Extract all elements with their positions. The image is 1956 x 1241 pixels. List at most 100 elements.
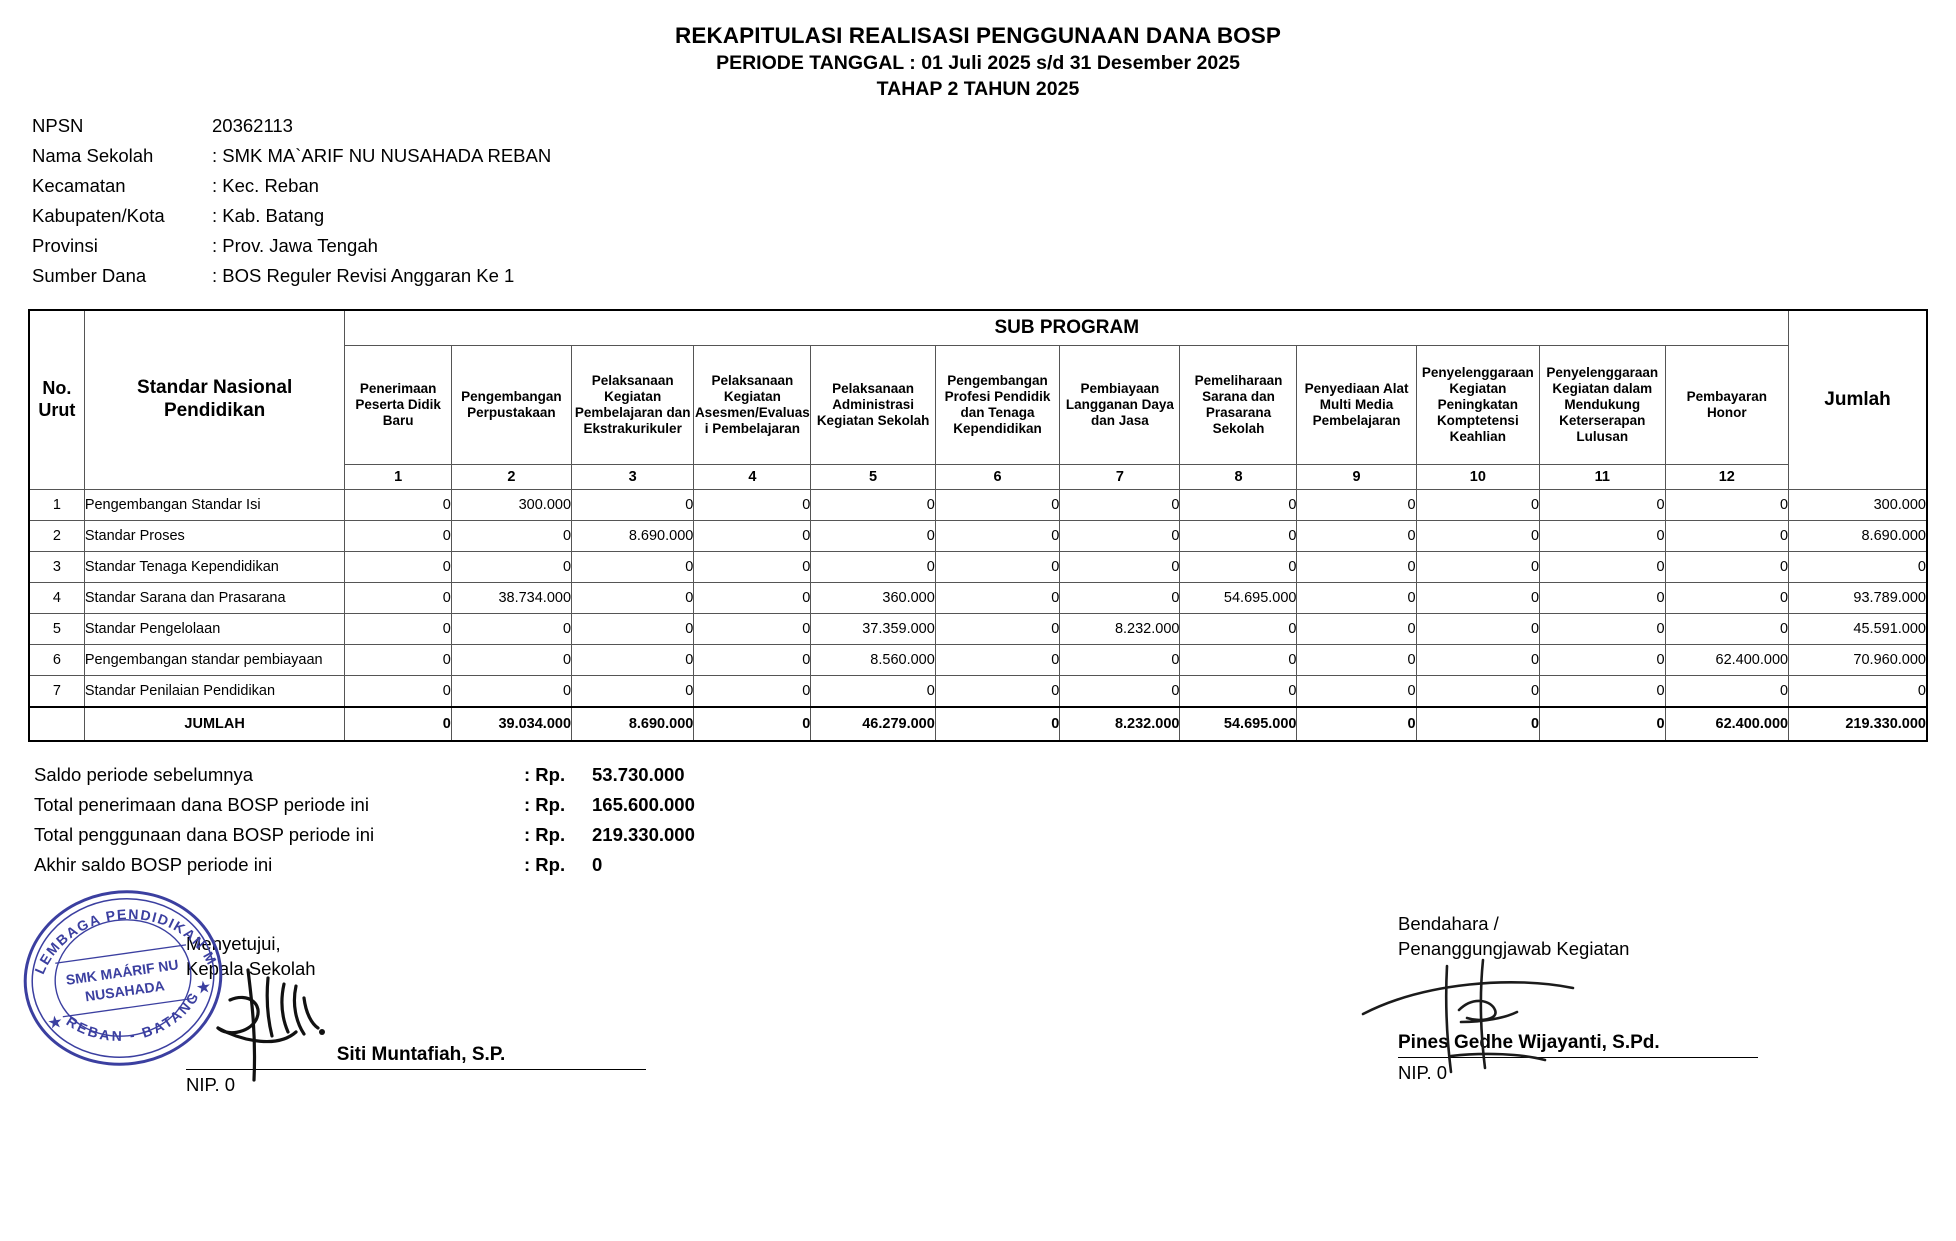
header-no-urut-line2: Urut: [38, 399, 76, 420]
summary-label: Total penggunaan dana BOSP periode ini: [34, 823, 375, 845]
cell-total-col-1: 0: [344, 705, 452, 742]
summary-row-total-penggunaan: Total penggunaan dana BOSP periode ini :…: [34, 824, 1956, 854]
cell-no: 3: [27, 550, 85, 583]
cell-row-total: 8.690.000: [1788, 519, 1929, 552]
summary-value: 165.600.000: [592, 793, 695, 815]
table-row: 3 Standar Tenaga Kependidikan 0 0 0 0 0 …: [27, 550, 1929, 583]
header-col-11: Penyelenggaraan Kegiatan dalam Mendukung…: [1539, 344, 1666, 465]
colnum-5: 5: [810, 463, 936, 490]
identity-row-kecamatan: Kecamatan : Kec. Reban: [32, 174, 1956, 207]
cell-col-11: 0: [1539, 612, 1666, 645]
cell-col-3: 8.690.000: [571, 519, 695, 552]
identity-label: Kecamatan: [32, 174, 126, 196]
cell-no: 6: [27, 643, 85, 676]
cell-col-3: 0: [571, 612, 695, 645]
cell-col-12: 62.400.000: [1664, 643, 1790, 676]
cell-total-col-7: 8.232.000: [1059, 705, 1181, 742]
cell-col-2: 0: [450, 674, 573, 708]
cell-total-col-9: 0: [1296, 705, 1417, 742]
cell-col-9: 0: [1296, 519, 1417, 552]
summary-currency: : Rp.: [524, 853, 566, 875]
cell-col-5: 0: [810, 519, 936, 552]
cell-col-4: 0: [693, 581, 812, 614]
header-col-10: Penyelenggaraan Kegiatan Peningkatan Kom…: [1415, 344, 1541, 465]
cell-col-10: 0: [1415, 612, 1541, 645]
summary-currency: : Rp.: [524, 763, 566, 785]
header-jumlah: Jumlah: [1788, 308, 1929, 490]
cell-row-total: 93.789.000: [1788, 581, 1929, 614]
header-col-9: Penyediaan Alat Multi Media Pembelajaran: [1296, 344, 1417, 465]
signature-role-line1: Bendahara /: [1398, 912, 1499, 934]
cell-no: 1: [27, 488, 85, 521]
cell-col-9: 0: [1296, 674, 1417, 708]
cell-col-8: 0: [1179, 550, 1298, 583]
cell-col-1: 0: [344, 643, 452, 676]
cell-col-12: 0: [1664, 488, 1790, 521]
cell-col-1: 0: [344, 674, 452, 708]
cell-col-1: 0: [344, 550, 452, 583]
summary-block: Saldo periode sebelumnya : Rp. 53.730.00…: [34, 764, 1956, 884]
table-row: 7 Standar Penilaian Pendidikan 0 0 0 0 0…: [27, 674, 1929, 708]
cell-col-10: 0: [1415, 519, 1541, 552]
cell-standard-name: Standar Sarana dan Prasarana: [83, 581, 346, 614]
cell-col-9: 0: [1296, 612, 1417, 645]
cell-standard-name: Standar Penilaian Pendidikan: [83, 674, 346, 708]
identity-value: : Kab. Batang: [212, 204, 325, 226]
cell-col-4: 0: [693, 643, 812, 676]
header-standar-line1: Standar Nasional: [137, 376, 293, 398]
cell-col-10: 0: [1415, 674, 1541, 708]
table-row: 1 Pengembangan Standar Isi 0 300.000 0 0…: [27, 488, 1929, 521]
table-head: No. Urut Standar Nasional Pendidikan SUB…: [27, 308, 1929, 490]
identity-value: 20362113: [212, 114, 293, 136]
cell-col-6: 0: [934, 581, 1061, 614]
cell-col-8: 0: [1179, 488, 1298, 521]
cell-row-total: 0: [1788, 674, 1929, 708]
summary-label: Saldo periode sebelumnya: [34, 763, 254, 785]
cell-col-2: 0: [450, 643, 573, 676]
colnum-4: 4: [693, 463, 812, 490]
cell-col-9: 0: [1296, 581, 1417, 614]
colnum-7: 7: [1059, 463, 1181, 490]
identity-value: : Prov. Jawa Tengah: [212, 234, 378, 256]
cell-total-col-8: 54.695.000: [1179, 705, 1298, 742]
header-col-2: Pengembangan Perpustakaan: [450, 344, 573, 465]
cell-col-8: 0: [1179, 612, 1298, 645]
cell-col-3: 0: [571, 674, 695, 708]
cell-col-11: 0: [1539, 643, 1666, 676]
cell-total-label: JUMLAH: [83, 705, 346, 742]
cell-col-7: 0: [1059, 581, 1181, 614]
page-title: REKAPITULASI REALISASI PENGGUNAAN DANA B…: [674, 23, 1281, 48]
cell-col-12: 0: [1664, 612, 1790, 645]
cell-total-col-4: 0: [693, 705, 812, 742]
cell-standard-name: Pengembangan Standar Isi: [83, 488, 346, 521]
colnum-6: 6: [934, 463, 1061, 490]
cell-standard-name: Standar Pengelolaan: [83, 612, 346, 645]
cell-col-5: 0: [810, 674, 936, 708]
cell-standard-name: Pengembangan standar pembiayaan: [83, 643, 346, 676]
signature-name: Pines Gedhe Wijayanti, S.Pd.: [1398, 1031, 1660, 1053]
identity-value: : SMK MA`ARIF NU NUSAHADA REBAN: [212, 144, 552, 166]
signature-nip: NIP. 0: [186, 1074, 236, 1096]
cell-col-2: 300.000: [450, 488, 573, 521]
signature-rule: [1398, 1057, 1758, 1059]
cell-col-10: 0: [1415, 550, 1541, 583]
school-identity-block: NPSN 20362113 Nama Sekolah : SMK MA`ARIF…: [32, 114, 1956, 297]
cell-col-5: 0: [810, 550, 936, 583]
cell-col-11: 0: [1539, 581, 1666, 614]
identity-row-nama-sekolah: Nama Sekolah : SMK MA`ARIF NU NUSAHADA R…: [32, 144, 1956, 177]
cell-col-4: 0: [693, 519, 812, 552]
summary-row-total-penerimaan: Total penerimaan dana BOSP periode ini :…: [34, 794, 1956, 824]
cell-row-total: 0: [1788, 550, 1929, 583]
header-col-12: Pembayaran Honor: [1664, 344, 1790, 465]
table-head-row-columns: Penerimaan Peserta Didik Baru Pengembang…: [29, 344, 1927, 465]
cell-col-12: 0: [1664, 674, 1790, 708]
colnum-8: 8: [1179, 463, 1298, 490]
signature-name: Siti Muntafiah, S.P.: [336, 1043, 506, 1065]
summary-currency: : Rp.: [524, 793, 566, 815]
cell-col-11: 0: [1539, 550, 1666, 583]
cell-col-9: 0: [1296, 643, 1417, 676]
summary-value: 219.330.000: [592, 823, 695, 845]
identity-row-provinsi: Provinsi : Prov. Jawa Tengah: [32, 234, 1956, 267]
cell-col-9: 0: [1296, 488, 1417, 521]
cell-no: 5: [27, 612, 85, 645]
